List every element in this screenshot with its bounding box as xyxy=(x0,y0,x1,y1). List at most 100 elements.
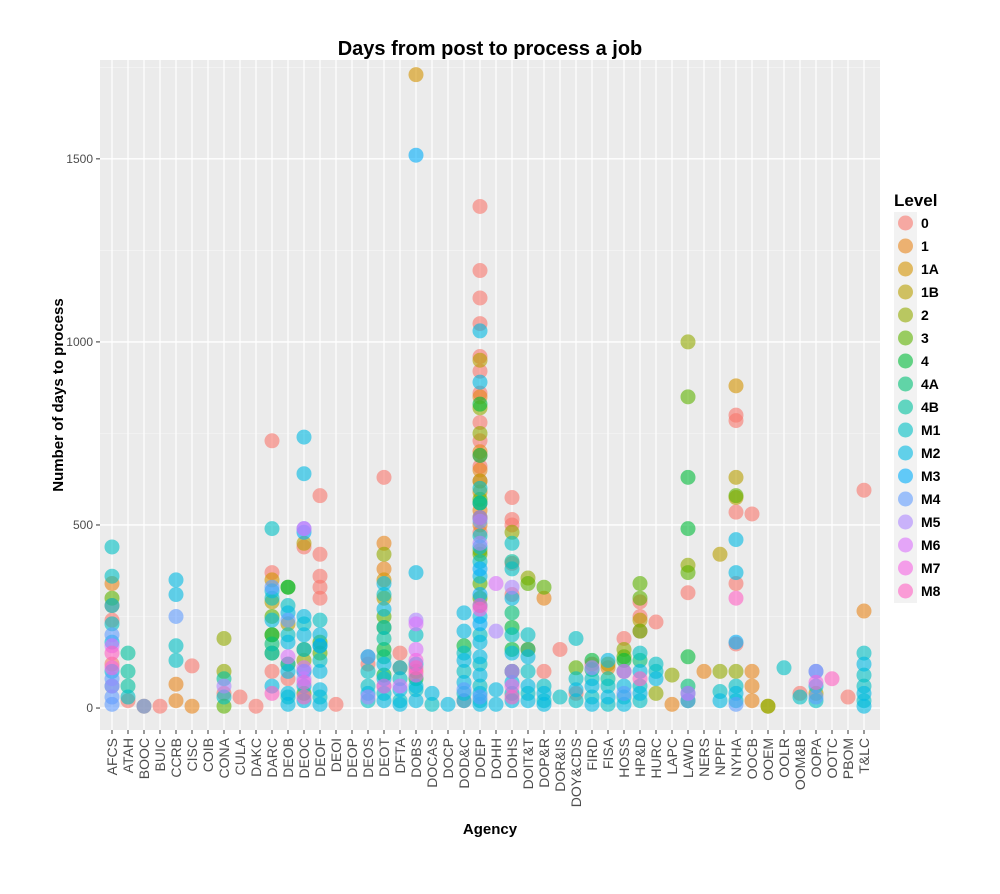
data-point xyxy=(728,413,744,429)
data-point xyxy=(504,627,520,643)
data-point xyxy=(120,663,136,679)
legend-label: M7 xyxy=(921,560,941,576)
legend-label: 4 xyxy=(921,353,929,369)
data-point xyxy=(408,565,424,581)
x-tick-label: DOCAS xyxy=(424,738,440,788)
data-point xyxy=(584,660,600,676)
data-point xyxy=(408,660,424,676)
data-point xyxy=(472,667,488,683)
data-point xyxy=(776,660,792,676)
x-tick-label: HURC xyxy=(648,738,664,778)
data-point xyxy=(504,678,520,694)
legend-key xyxy=(898,445,913,461)
data-point xyxy=(264,663,280,679)
data-point xyxy=(472,587,488,603)
data-point xyxy=(472,290,488,306)
x-tick-label: DEOB xyxy=(280,738,296,778)
data-point xyxy=(456,623,472,639)
data-point xyxy=(472,263,488,279)
data-point xyxy=(456,693,472,709)
data-point xyxy=(168,572,184,588)
y-tick-label: 1500 xyxy=(66,152,93,166)
data-point xyxy=(104,660,120,676)
data-point xyxy=(648,685,664,701)
data-point xyxy=(376,535,392,551)
data-point xyxy=(504,524,520,540)
legend-label: 1 xyxy=(921,238,929,254)
data-point xyxy=(104,598,120,614)
data-point xyxy=(264,579,280,595)
data-point xyxy=(632,685,648,701)
data-point xyxy=(632,671,648,687)
data-point xyxy=(600,689,616,705)
data-point xyxy=(632,590,648,606)
data-point xyxy=(568,693,584,709)
x-tick-label: BUIC xyxy=(152,738,168,771)
x-tick-label: DOBS xyxy=(408,738,424,778)
x-tick-label: OOCB xyxy=(744,738,760,779)
data-point xyxy=(568,682,584,698)
data-point xyxy=(264,521,280,537)
data-point xyxy=(392,660,408,676)
legend-label: 3 xyxy=(921,330,929,346)
data-point xyxy=(488,682,504,698)
data-point xyxy=(808,689,824,705)
x-tick-label: DOCP xyxy=(440,738,456,778)
data-point xyxy=(856,603,872,619)
data-point xyxy=(712,663,728,679)
x-tick-label: DAKC xyxy=(248,738,264,777)
legend-key xyxy=(898,583,913,599)
data-point xyxy=(696,663,712,679)
data-point xyxy=(632,645,648,661)
data-point xyxy=(296,660,312,676)
x-tick-label: DEOC xyxy=(296,738,312,778)
data-point xyxy=(216,689,232,705)
data-point xyxy=(104,678,120,694)
data-point xyxy=(280,663,296,679)
data-point xyxy=(520,627,536,643)
data-point xyxy=(680,649,696,665)
data-point xyxy=(280,649,296,665)
data-point xyxy=(472,425,488,441)
legend-key xyxy=(898,560,913,576)
x-tick-label: FISA xyxy=(600,737,616,769)
legend-label: M3 xyxy=(921,468,941,484)
data-point xyxy=(456,663,472,679)
x-tick-label: DFTA xyxy=(392,737,408,773)
data-point xyxy=(680,565,696,581)
legend-label: M6 xyxy=(921,537,941,553)
data-point xyxy=(376,619,392,635)
data-point xyxy=(520,649,536,665)
x-tick-label: OOPA xyxy=(808,737,824,777)
data-point xyxy=(520,693,536,709)
data-point xyxy=(616,652,632,668)
data-point xyxy=(472,447,488,463)
legend-label: M1 xyxy=(921,422,941,438)
data-point xyxy=(632,576,648,592)
data-point xyxy=(568,660,584,676)
data-point xyxy=(312,682,328,698)
x-tick-label: NPPF xyxy=(712,738,728,775)
data-point xyxy=(184,658,200,674)
y-tick-label: 0 xyxy=(86,701,93,715)
data-point xyxy=(392,696,408,712)
legend-key xyxy=(898,353,913,369)
data-point xyxy=(408,627,424,643)
data-point xyxy=(120,678,136,694)
data-point xyxy=(392,645,408,661)
data-point xyxy=(728,685,744,701)
data-point xyxy=(728,532,744,548)
data-point xyxy=(728,576,744,592)
data-point xyxy=(504,561,520,577)
data-point xyxy=(584,678,600,694)
data-point xyxy=(680,585,696,601)
data-point xyxy=(104,568,120,584)
data-point xyxy=(504,590,520,606)
data-point xyxy=(392,678,408,694)
x-tick-label: LAPC xyxy=(664,738,680,775)
x-axis-ticks: AFCS ATAH BOOC BUIC CCRB CISC COIB CONA CULA DAKC… xyxy=(104,730,872,807)
data-point xyxy=(376,678,392,694)
data-point xyxy=(504,645,520,661)
data-point xyxy=(312,590,328,606)
x-tick-label: DEOS xyxy=(360,738,376,778)
